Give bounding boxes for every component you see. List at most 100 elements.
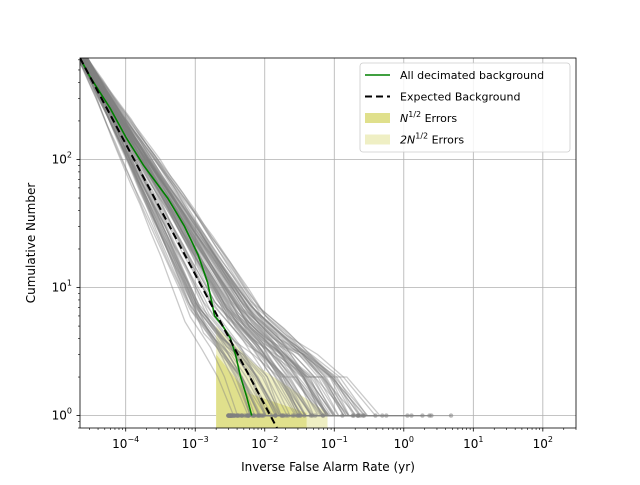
background-trial-curve bbox=[82, 58, 323, 417]
background-trial-curve bbox=[81, 58, 282, 417]
background-trial-curve bbox=[82, 58, 328, 417]
background-trial-curve bbox=[81, 58, 297, 417]
background-trial-curve bbox=[83, 58, 305, 417]
background-trial-curve bbox=[80, 58, 235, 417]
background-trial-curve bbox=[80, 58, 251, 417]
trial-endpoint-marker bbox=[302, 413, 307, 418]
background-trial-curve bbox=[83, 58, 330, 417]
background-trial-curve bbox=[80, 58, 363, 417]
trial-endpoint-marker bbox=[308, 413, 314, 418]
legend: All decimated background Expected Backgro… bbox=[359, 62, 571, 153]
trial-endpoint-marker bbox=[373, 413, 378, 418]
y-tick-label: 100 bbox=[52, 407, 72, 423]
background-trial-curve bbox=[82, 58, 377, 417]
trial-endpoint-marker bbox=[239, 413, 245, 418]
background-trial-curve bbox=[81, 58, 316, 417]
background-trial-curve bbox=[85, 58, 281, 417]
trial-endpoint-marker bbox=[358, 413, 363, 418]
background-trial-curve bbox=[83, 58, 370, 417]
background-trial-curve bbox=[80, 61, 382, 417]
legend-box bbox=[359, 62, 571, 153]
background-trial-curve bbox=[85, 58, 333, 417]
background-trial-curve bbox=[81, 58, 387, 417]
background-trial-curve bbox=[86, 58, 369, 417]
trial-endpoint-marker bbox=[409, 413, 414, 418]
trial-endpoint-marker bbox=[295, 413, 301, 418]
background-trial-curve bbox=[80, 59, 351, 417]
x-tick-label: 102 bbox=[533, 435, 553, 451]
background-trial-curve bbox=[83, 58, 283, 417]
background-trial-curve bbox=[80, 58, 326, 417]
legend-label: Expected Background bbox=[400, 91, 520, 104]
background-trial-curve bbox=[80, 58, 353, 417]
background-trial-curve bbox=[87, 58, 301, 417]
background-trial-curve bbox=[85, 58, 350, 417]
trial-endpoint-marker bbox=[281, 413, 286, 418]
legend-patch-swatch bbox=[365, 113, 390, 123]
x-tick-label: 10−4 bbox=[112, 435, 139, 451]
trial-endpoint-marker bbox=[405, 413, 410, 418]
trial-endpoint-marker bbox=[427, 413, 432, 418]
background-trial-curve bbox=[86, 58, 250, 417]
legend-label: All decimated background bbox=[400, 69, 544, 82]
background-trial-curve bbox=[87, 58, 298, 417]
background-trial-curve bbox=[80, 58, 263, 417]
series-layer bbox=[80, 58, 278, 428]
background-trial-curve bbox=[80, 58, 324, 417]
background-trial-curve bbox=[80, 60, 284, 417]
background-trial-curve bbox=[80, 58, 362, 417]
legend-label: N1/2 Errors bbox=[400, 110, 457, 125]
background-trial-curve bbox=[86, 58, 328, 417]
trial-endpoint-marker bbox=[380, 413, 385, 418]
trial-endpoint-marker bbox=[448, 413, 454, 418]
background-trial-curve bbox=[86, 58, 345, 417]
background-trial-curve bbox=[83, 58, 348, 417]
legend-label: 2N1/2 Errors bbox=[400, 132, 464, 147]
background-trial-curve bbox=[87, 58, 306, 417]
error-bands-layer bbox=[216, 326, 328, 428]
trial-endpoint-marker bbox=[260, 413, 265, 418]
background-trial-curve bbox=[86, 58, 351, 417]
y-axis-label: Cumulative Number bbox=[24, 183, 38, 304]
trial-endpoint-marker bbox=[231, 413, 237, 418]
trial-endpoint-marker bbox=[320, 413, 326, 418]
ticks-layer: 10−4 10−3 10−2 10−1 100 101 102 100 101 102 bbox=[52, 59, 577, 451]
x-tick-label: 10−1 bbox=[321, 435, 348, 451]
background-trial-curve bbox=[80, 58, 361, 417]
background-trial-curve bbox=[80, 58, 364, 417]
y-tick-label: 101 bbox=[52, 279, 72, 295]
background-trial-curve bbox=[80, 58, 383, 417]
trial-endpoint-marker bbox=[384, 413, 389, 418]
background-trial-curve bbox=[83, 58, 276, 417]
x-tick-label: 100 bbox=[394, 435, 414, 451]
background-trial-curve bbox=[85, 58, 358, 417]
background-trial-curve bbox=[83, 58, 359, 417]
legend-patch-swatch bbox=[365, 134, 390, 145]
background-trial-curve bbox=[80, 58, 267, 417]
background-trial-curve bbox=[83, 58, 326, 417]
background-trial-curve bbox=[85, 58, 361, 417]
trial-endpoint-marker bbox=[227, 413, 233, 418]
background-trial-curve bbox=[80, 59, 337, 417]
expected-background-line bbox=[80, 58, 278, 428]
background-trial-curve bbox=[82, 58, 313, 417]
background-trial-curve bbox=[80, 61, 430, 417]
trial-endpoint-marker bbox=[340, 413, 345, 418]
background-trial-curve bbox=[84, 58, 328, 417]
decimated-background-line bbox=[80, 58, 253, 416]
y-tick-label: 102 bbox=[52, 150, 72, 166]
trial-endpoint-marker bbox=[291, 413, 297, 418]
trial-endpoint-marker bbox=[350, 413, 355, 418]
background-trial-curve bbox=[84, 58, 350, 417]
trial-endpoint-marker bbox=[269, 413, 274, 418]
background-trial-curve bbox=[85, 58, 451, 417]
background-trial-curve bbox=[80, 58, 330, 417]
trial-endpoint-marker bbox=[256, 413, 261, 418]
x-axis-label: Inverse False Alarm Rate (yr) bbox=[241, 460, 415, 474]
background-trial-curve bbox=[80, 58, 366, 417]
background-trial-curve bbox=[86, 58, 315, 417]
background-trial-curve bbox=[80, 58, 330, 417]
background-trial-curve bbox=[80, 58, 287, 417]
